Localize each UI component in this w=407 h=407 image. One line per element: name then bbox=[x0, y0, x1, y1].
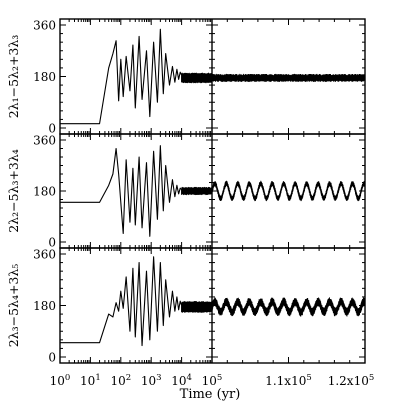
y-tick-label: 0 bbox=[48, 122, 56, 136]
x-tick-label: 102 bbox=[110, 373, 131, 388]
y-tick-label: 0 bbox=[48, 351, 56, 365]
x-tick-label: 1.2x105 bbox=[328, 373, 375, 388]
y-axis-label: 2λ₃−5λ₄+3λ₅ bbox=[6, 264, 21, 348]
y-tick-label: 360 bbox=[33, 248, 56, 262]
y-tick-label: 360 bbox=[33, 134, 56, 148]
series-late-line bbox=[211, 180, 366, 202]
y-tick-label: 180 bbox=[33, 185, 56, 199]
series-early-line bbox=[60, 256, 213, 347]
series-early-line bbox=[60, 28, 213, 125]
y-tick-label: 180 bbox=[33, 299, 56, 313]
y-tick-label: 360 bbox=[33, 19, 56, 33]
panels: 0 180 360 2λ₁−5λ₂+3λ₃ 0 180 360 2λ₂−5λ₃+3λ₄ 0 180… bbox=[6, 18, 366, 365]
y-axis-label: 2λ₁−5λ₂+3λ₃ bbox=[6, 35, 21, 119]
x-axis: 100 101 102 103 104 105 1.1x105 1.2x105 bbox=[50, 373, 375, 388]
y-tick-label: 180 bbox=[33, 70, 56, 84]
x-tick-label: 101 bbox=[80, 373, 101, 388]
x-tick-label: 105 bbox=[202, 373, 223, 388]
panel-1: 0 180 360 2λ₁−5λ₂+3λ₃ bbox=[6, 18, 366, 136]
x-tick-label: 100 bbox=[50, 373, 71, 388]
series-late-line bbox=[211, 297, 366, 317]
series-late-line bbox=[211, 73, 366, 82]
x-tick-label: 103 bbox=[141, 373, 162, 388]
x-axis-label: Time (yr) bbox=[180, 387, 241, 402]
x-tick-label: 1.1x105 bbox=[265, 373, 312, 388]
x-tick-label: 104 bbox=[171, 373, 192, 388]
y-axis-label: 2λ₂−5λ₃+3λ₄ bbox=[6, 149, 21, 233]
panel-3: 0 180 360 2λ₃−5λ₄+3λ₅ bbox=[6, 247, 366, 365]
y-tick-label: 0 bbox=[48, 236, 56, 250]
panel-2: 0 180 360 2λ₂−5λ₃+3λ₄ bbox=[6, 133, 366, 250]
series-early-line bbox=[60, 145, 213, 237]
